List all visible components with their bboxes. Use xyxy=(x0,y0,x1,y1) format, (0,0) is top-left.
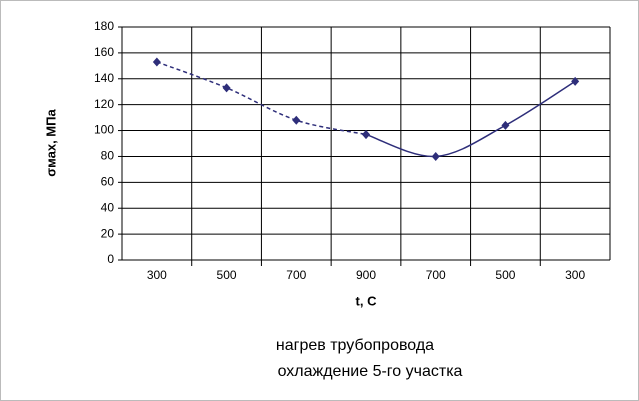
y-tick-label: 0 xyxy=(107,252,114,266)
y-tick-label: 180 xyxy=(94,19,114,33)
y-tick-label: 20 xyxy=(101,226,115,240)
x-axis-title: t, C xyxy=(356,293,378,308)
marker xyxy=(501,120,510,130)
x-tick-label: 300 xyxy=(565,268,585,282)
x-tick-label: 700 xyxy=(426,268,446,282)
y-tick-label: 160 xyxy=(94,45,114,59)
marker xyxy=(571,76,580,86)
x-tick-label: 300 xyxy=(147,268,167,282)
x-tick-label: 500 xyxy=(495,268,515,282)
marker xyxy=(431,151,440,161)
y-tick-label: 120 xyxy=(94,97,114,111)
marker xyxy=(152,57,161,67)
x-tick-label: 700 xyxy=(286,268,306,282)
y-tick-label: 80 xyxy=(101,149,115,163)
caption: нагрев трубопровода xyxy=(276,337,434,354)
marker xyxy=(222,83,231,93)
y-tick-label: 100 xyxy=(94,123,114,137)
y-tick-label: 40 xyxy=(101,200,115,214)
y-axis-title: σмах, МПа xyxy=(43,109,58,177)
x-tick-label: 500 xyxy=(217,268,237,282)
x-tick-label: 900 xyxy=(356,268,376,282)
line xyxy=(365,80,576,158)
caption: охлаждение 5-го участка xyxy=(278,363,463,380)
y-tick-label: 140 xyxy=(94,71,114,85)
line xyxy=(156,61,367,136)
marker xyxy=(362,129,370,139)
y-tick-label: 60 xyxy=(101,175,115,189)
marker xyxy=(292,115,301,125)
